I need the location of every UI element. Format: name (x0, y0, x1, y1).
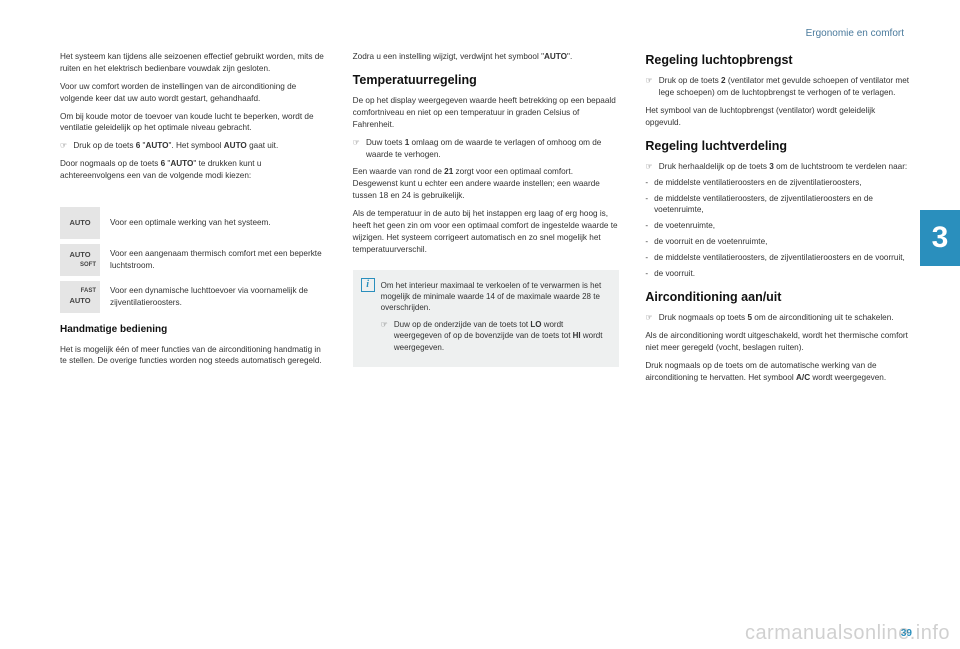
body-text: Druk nogmaals op de toets om de automati… (645, 360, 912, 384)
mode-auto: AUTO Voor een optimale werking van het s… (60, 207, 327, 239)
watermark: carmanualsonline.info (745, 622, 950, 645)
pointer-icon: ☞ (381, 319, 388, 353)
body-text: Als de airconditioning wordt uitgeschake… (645, 330, 912, 354)
auto-icon: AUTO (60, 207, 100, 239)
pointer-icon: ☞ (645, 312, 652, 324)
list-text: de voorruit en de voetenruimte, (654, 236, 767, 248)
body-text: Een waarde van rond de 21 zorgt voor een… (353, 166, 620, 202)
column-1: Het systeem kan tijdens alle seizoenen e… (60, 51, 327, 390)
instruction-text: Duw toets 1 omlaag om de waarde te verla… (366, 137, 619, 161)
body-text: Het systeem kan tijdens alle seizoenen e… (60, 51, 327, 75)
auto-fast-icon: FAST AUTO (60, 281, 100, 313)
list-item: -de middelste ventilatieroosters en de z… (645, 177, 912, 189)
dash-icon: - (645, 177, 648, 189)
list-item: -de voetenruimte, (645, 220, 912, 232)
pointer-icon: ☞ (60, 140, 67, 152)
instruction-item: ☞ Druk op de toets 6 "AUTO". Het symbool… (60, 140, 327, 152)
mode-description: Voor een aangenaam thermisch comfort met… (110, 248, 327, 272)
mode-auto-fast: FAST AUTO Voor een dynamische luchttoevo… (60, 281, 327, 313)
list-text: de voetenruimte, (654, 220, 715, 232)
mode-auto-soft: AUTO SOFT Voor een aangenaam thermisch c… (60, 244, 327, 276)
dash-icon: - (645, 252, 648, 264)
body-text: Zodra u een instelling wijzigt, verdwijn… (353, 51, 620, 63)
info-text: Om het interieur maximaal te verkoelen o… (381, 280, 608, 314)
instruction-item: ☞ Druk op de toets 2 (ventilator met gev… (645, 75, 912, 99)
section-header: Ergonomie en comfort (60, 28, 912, 39)
dash-icon: - (645, 268, 648, 280)
list-text: de middelste ventilatieroosters, de zijv… (654, 252, 905, 264)
body-text: Voor uw comfort worden de instellingen v… (60, 81, 327, 105)
dash-icon: - (645, 236, 648, 248)
info-callout: i Om het interieur maximaal te verkoelen… (353, 270, 620, 367)
mode-description: Voor een optimale werking van het systee… (110, 217, 327, 229)
pointer-icon: ☞ (645, 161, 652, 173)
heading-airflow: Regeling luchtopbrengst (645, 51, 912, 69)
body-text: Om bij koude motor de toevoer van koude … (60, 111, 327, 135)
instruction-item: ☞ Duw toets 1 omlaag om de waarde te ver… (353, 137, 620, 161)
instruction-text: Duw op de onderzijde van de toets tot LO… (394, 319, 608, 353)
heading-distribution: Regeling luchtverdeling (645, 137, 912, 155)
auto-soft-icon: AUTO SOFT (60, 244, 100, 276)
body-text: Als de temperatuur in de auto bij het in… (353, 208, 620, 256)
list-text: de voorruit. (654, 268, 695, 280)
heading-manual: Handmatige bediening (60, 323, 327, 338)
list-item: -de middelste ventilatieroosters, de zij… (645, 193, 912, 217)
instruction-text: Druk nogmaals op toets 5 om de aircondit… (659, 312, 894, 324)
list-item: -de voorruit en de voetenruimte, (645, 236, 912, 248)
list-item: -de middelste ventilatieroosters, de zij… (645, 252, 912, 264)
column-2: Zodra u een instelling wijzigt, verdwijn… (353, 51, 620, 390)
body-text: Door nogmaals op de toets 6 "AUTO" te dr… (60, 158, 327, 182)
instruction-item: ☞ Druk nogmaals op toets 5 om de aircond… (645, 312, 912, 324)
mode-description: Voor een dynamische luchttoevoer via voo… (110, 285, 327, 309)
pointer-icon: ☞ (645, 75, 652, 99)
dash-icon: - (645, 220, 648, 232)
list-item: -de voorruit. (645, 268, 912, 280)
dash-icon: - (645, 193, 648, 217)
instruction-text: Druk op de toets 2 (ventilator met gevul… (659, 75, 912, 99)
info-icon: i (361, 278, 375, 292)
page: Ergonomie en comfort Het systeem kan tij… (0, 0, 960, 649)
heading-temperature: Temperatuurregeling (353, 71, 620, 89)
list-text: de middelste ventilatieroosters en de zi… (654, 177, 862, 189)
instruction-item: ☞ Duw op de onderzijde van de toets tot … (381, 319, 608, 353)
instruction-item: ☞ Druk herhaaldelijk op de toets 3 om de… (645, 161, 912, 173)
body-text: De op het display weergegeven waarde hee… (353, 95, 620, 131)
body-text: Het is mogelijk één of meer functies van… (60, 344, 327, 368)
pointer-icon: ☞ (353, 137, 360, 161)
list-text: de middelste ventilatieroosters, de zijv… (654, 193, 912, 217)
chapter-tab: 3 (920, 210, 960, 266)
column-3: Regeling luchtopbrengst ☞ Druk op de toe… (645, 51, 912, 390)
heading-ac: Airconditioning aan/uit (645, 288, 912, 306)
body-text: Het symbool van de luchtopbrengst (venti… (645, 105, 912, 129)
content-columns: Het systeem kan tijdens alle seizoenen e… (60, 51, 912, 390)
instruction-text: Druk op de toets 6 "AUTO". Het symbool A… (73, 140, 278, 152)
instruction-text: Druk herhaaldelijk op de toets 3 om de l… (659, 161, 908, 173)
